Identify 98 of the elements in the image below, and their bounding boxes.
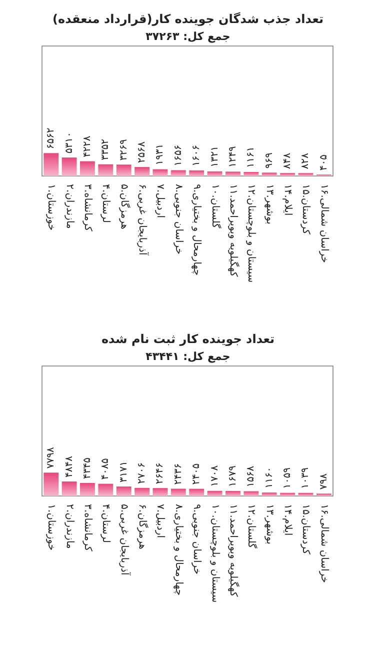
- bar: [44, 153, 59, 176]
- data-label: ۱۶۰۶: [191, 144, 202, 166]
- bar: [44, 472, 59, 496]
- data-label: ۴۸۴۸: [64, 455, 75, 478]
- data-label: ۲۶۴۶: [154, 462, 166, 484]
- bar: [116, 486, 132, 496]
- x-tick-label: ۱.خوزستان: [46, 504, 57, 551]
- x-tick-label: ۳.کرمانشاه: [82, 184, 93, 232]
- x-tick-label: ۱۵.کردستان: [300, 184, 312, 235]
- data-label: ۱۰۳۹: [300, 467, 312, 489]
- x-tick-label: ۱۰.گلستان: [209, 184, 222, 229]
- bar: [226, 172, 240, 176]
- chart-title: تعداد جوینده کار ثبت نام شده: [101, 332, 275, 346]
- data-label: ۱۶۵۶: [172, 144, 184, 166]
- bar: [298, 173, 314, 176]
- data-label: ۳۱۷۱: [118, 461, 130, 483]
- data-label: ۴۳۴۵: [82, 458, 93, 479]
- x-tick-label: ۱۱.کهگیلویه وبویراحمد: [227, 184, 240, 277]
- bar: [189, 488, 204, 496]
- data-label: ۲۵۶۸: [136, 140, 148, 164]
- data-label: ۲۴۰۵: [191, 463, 202, 485]
- x-tick-label: ۱۵.کردستان: [300, 504, 312, 555]
- x-tick-label: ۶.آذربایجان غربی: [136, 184, 150, 256]
- bar: [280, 173, 295, 176]
- bar: [62, 481, 77, 496]
- x-tick-label: ۲.مازندران: [64, 184, 75, 229]
- data-label: ۱۰۵۹: [282, 467, 294, 489]
- x-tick-label: ۱۲.گلستان: [246, 504, 258, 549]
- data-label: ۹۶۹: [264, 152, 275, 169]
- bar: [116, 164, 132, 176]
- bar: [244, 491, 259, 496]
- x-tick-label: ۸.چهارمحال و بختیاری: [172, 504, 184, 596]
- bar: [98, 484, 114, 496]
- data-label: ۸۲۸: [300, 152, 312, 170]
- data-label: ۳۲۶۹: [118, 139, 130, 161]
- chart-title: تعداد جذب شدگان جوینده کار(قرارداد منعقده): [52, 12, 324, 26]
- bar: [98, 164, 114, 176]
- x-tick-label: ۵.آذربایجان غربی: [118, 504, 132, 576]
- data-label: ۱۳۲۱: [209, 146, 220, 168]
- data-label: ۷۷۹۸: [46, 446, 57, 469]
- x-tick-label: ۱۱.کهگیلویه وبویراحمد: [227, 504, 240, 597]
- data-label: ۴۰۸۵: [100, 458, 112, 480]
- bar: [62, 157, 77, 176]
- x-tick-label: ۶.هرمزگان: [136, 504, 149, 550]
- bar: [298, 492, 314, 496]
- bar: [80, 483, 95, 496]
- x-tick-label: ۵.هرمزگان: [118, 184, 130, 230]
- bar: [262, 492, 277, 496]
- data-label: ۸۴۸: [282, 152, 294, 170]
- data-label: ۱۵۶۸: [246, 465, 257, 488]
- x-tick-label: ۱۳.بوشهر: [264, 184, 275, 224]
- data-label: ۱۱۶۰: [264, 467, 275, 489]
- data-label: ۲۷۰۶: [136, 462, 148, 484]
- x-tick-label: ۹.خراسان جنوبی: [191, 504, 202, 574]
- bar: [152, 488, 168, 496]
- data-label: ۱۷۰۸: [209, 464, 220, 487]
- chart-subtitle: جمع کل: ۳۷۲۶۳: [146, 30, 230, 43]
- data-label: ۶۵۶۲: [46, 128, 57, 150]
- bar: [170, 488, 186, 496]
- data-label: ۵۳۱۰: [64, 132, 75, 154]
- x-tick-label: ۷.اردبیل: [154, 504, 166, 538]
- bar: [207, 490, 222, 496]
- bar: [134, 488, 150, 496]
- data-label: ۱۹۳۱: [154, 144, 166, 166]
- bar: [207, 171, 222, 176]
- x-tick-label: ۱۰.سیستان و بلوچستان: [209, 504, 220, 603]
- bar: [152, 169, 168, 176]
- data-label: ۱۱۶۱: [246, 146, 257, 168]
- x-tick-label: ۱۶.خراسان شمالی: [318, 184, 330, 263]
- data-label: ۳۳۵۲: [100, 138, 112, 160]
- x-tick-label: ۱۴.ایلام: [282, 504, 294, 536]
- bar: [80, 161, 95, 176]
- bar: [170, 170, 186, 176]
- data-label: ۴۲۲۸: [82, 135, 93, 158]
- x-tick-label: ۴.لرستان: [100, 184, 112, 223]
- x-tick-label: ۹.چهارمحال و بختیاری: [191, 184, 202, 276]
- data-label: ۴۰۵: [318, 154, 330, 171]
- data-label: ۱۲۴۹: [227, 146, 238, 168]
- bar: [226, 490, 240, 496]
- data-label: ۲۴۳۶: [172, 463, 184, 485]
- x-tick-label: ۳.کرمانشاه: [82, 504, 93, 552]
- bar: [134, 167, 150, 176]
- bar: [189, 170, 204, 176]
- x-tick-label: ۱۳.بوشهر: [264, 504, 275, 544]
- x-tick-label: ۴.لرستان: [100, 504, 112, 543]
- bar: [280, 492, 295, 496]
- x-tick-label: ۲.مازندران: [64, 504, 75, 549]
- x-tick-label: ۷.اردبیل: [154, 184, 166, 218]
- data-label: ۷۹۸: [318, 472, 330, 490]
- bar: [244, 172, 259, 176]
- x-tick-label: ۱۶.خراسان شمالی: [318, 504, 330, 583]
- x-tick-label: ۱۴.ایلام: [282, 184, 294, 216]
- data-label: ۱۶۷۹: [227, 465, 238, 487]
- chart-subtitle: جمع کل: ۴۳۴۴۱: [146, 350, 230, 363]
- x-tick-label: ۸.خراسان جنوبی: [172, 184, 184, 254]
- bar: [262, 172, 277, 176]
- x-tick-label: ۱.خوزستان: [46, 184, 57, 231]
- x-tick-label: ۱۲.سیستان و بلوچستان: [246, 184, 257, 283]
